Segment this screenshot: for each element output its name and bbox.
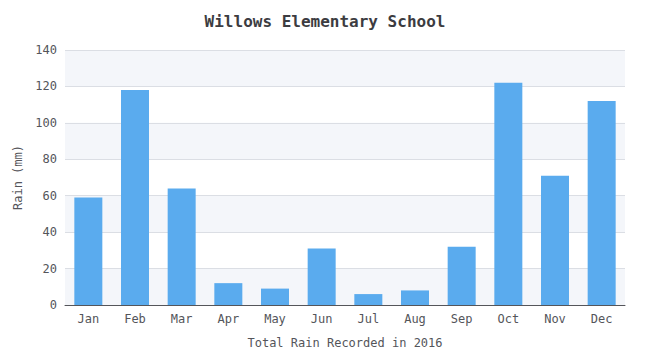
svg-text:120: 120 [35, 79, 57, 93]
svg-text:May: May [264, 312, 286, 326]
svg-text:Jun: Jun [311, 312, 333, 326]
svg-text:Oct: Oct [497, 312, 519, 326]
svg-text:Jul: Jul [357, 312, 379, 326]
svg-text:80: 80 [43, 152, 57, 166]
svg-text:Mar: Mar [171, 312, 193, 326]
svg-text:Total Rain Recorded in 2016: Total Rain Recorded in 2016 [247, 336, 442, 350]
svg-text:Willows Elementary School: Willows Elementary School [205, 12, 446, 31]
svg-text:Aug: Aug [404, 312, 426, 326]
svg-text:40: 40 [43, 225, 57, 239]
svg-text:60: 60 [43, 189, 57, 203]
svg-text:0: 0 [50, 298, 57, 312]
svg-text:Apr: Apr [217, 312, 239, 326]
svg-text:Rain (mm): Rain (mm) [11, 145, 25, 210]
svg-text:Jan: Jan [77, 312, 99, 326]
svg-text:140: 140 [35, 43, 57, 57]
svg-text:20: 20 [43, 262, 57, 276]
svg-text:Sep: Sep [451, 312, 473, 326]
svg-text:Dec: Dec [591, 312, 613, 326]
svg-text:Feb: Feb [124, 312, 146, 326]
svg-text:100: 100 [35, 116, 57, 130]
svg-text:Nov: Nov [544, 312, 566, 326]
